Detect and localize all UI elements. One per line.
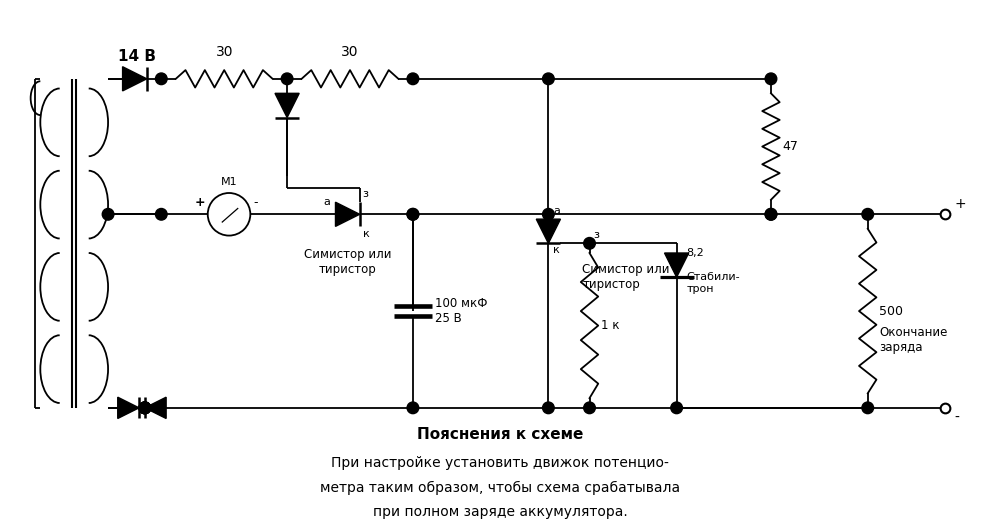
Circle shape [407, 209, 419, 220]
Polygon shape [118, 397, 139, 419]
Circle shape [584, 402, 595, 413]
Text: при полном заряде аккумулятора.: при полном заряде аккумулятора. [373, 504, 627, 518]
Text: 30: 30 [215, 45, 233, 59]
Text: -: - [253, 197, 258, 210]
Circle shape [407, 402, 419, 413]
Text: +: + [955, 198, 966, 212]
Circle shape [407, 209, 419, 220]
Text: -: - [955, 411, 960, 425]
Text: +: + [194, 197, 205, 210]
Text: 500: 500 [879, 305, 903, 318]
Circle shape [765, 209, 777, 220]
Circle shape [102, 209, 114, 220]
Polygon shape [145, 397, 166, 419]
Text: а: а [553, 206, 560, 216]
Circle shape [139, 402, 151, 413]
Text: 47: 47 [783, 140, 798, 153]
Text: к: к [363, 229, 369, 239]
Circle shape [139, 402, 151, 413]
Text: метра таким образом, чтобы схема срабатывала: метра таким образом, чтобы схема срабаты… [320, 480, 680, 495]
Polygon shape [335, 202, 360, 226]
Polygon shape [536, 219, 560, 243]
Circle shape [139, 402, 151, 413]
Text: 100 мкФ
25 В: 100 мкФ 25 В [435, 297, 488, 325]
Text: М1: М1 [221, 177, 237, 187]
Text: Пояснения к схеме: Пояснения к схеме [417, 427, 583, 442]
Circle shape [765, 209, 777, 220]
Polygon shape [275, 93, 299, 118]
Text: к: к [553, 245, 560, 255]
Text: Симистор или
тиристор: Симистор или тиристор [582, 263, 670, 291]
Text: Окончание
заряда: Окончание заряда [879, 326, 948, 354]
Circle shape [543, 209, 554, 220]
Text: з: з [593, 230, 599, 240]
Circle shape [765, 73, 777, 85]
Circle shape [543, 73, 554, 85]
Text: При настройке установить движок потенцио-: При настройке установить движок потенцио… [331, 456, 669, 470]
Text: 14 В: 14 В [118, 49, 156, 64]
Circle shape [543, 402, 554, 413]
Text: 1 к: 1 к [601, 319, 620, 332]
Circle shape [862, 402, 874, 413]
Circle shape [862, 209, 874, 220]
Text: Стабили-
трон: Стабили- трон [686, 272, 740, 294]
Text: 30: 30 [341, 45, 359, 59]
Text: з: з [363, 189, 369, 199]
Circle shape [155, 209, 167, 220]
Text: а: а [324, 197, 331, 206]
Circle shape [155, 73, 167, 85]
Text: 8,2: 8,2 [686, 248, 704, 258]
Polygon shape [665, 253, 689, 277]
Circle shape [407, 73, 419, 85]
Circle shape [671, 402, 682, 413]
Text: Симистор или
тиристор: Симистор или тиристор [304, 248, 391, 276]
Circle shape [281, 73, 293, 85]
Circle shape [139, 402, 151, 413]
Polygon shape [123, 67, 147, 91]
Circle shape [584, 238, 595, 249]
Circle shape [139, 402, 151, 413]
